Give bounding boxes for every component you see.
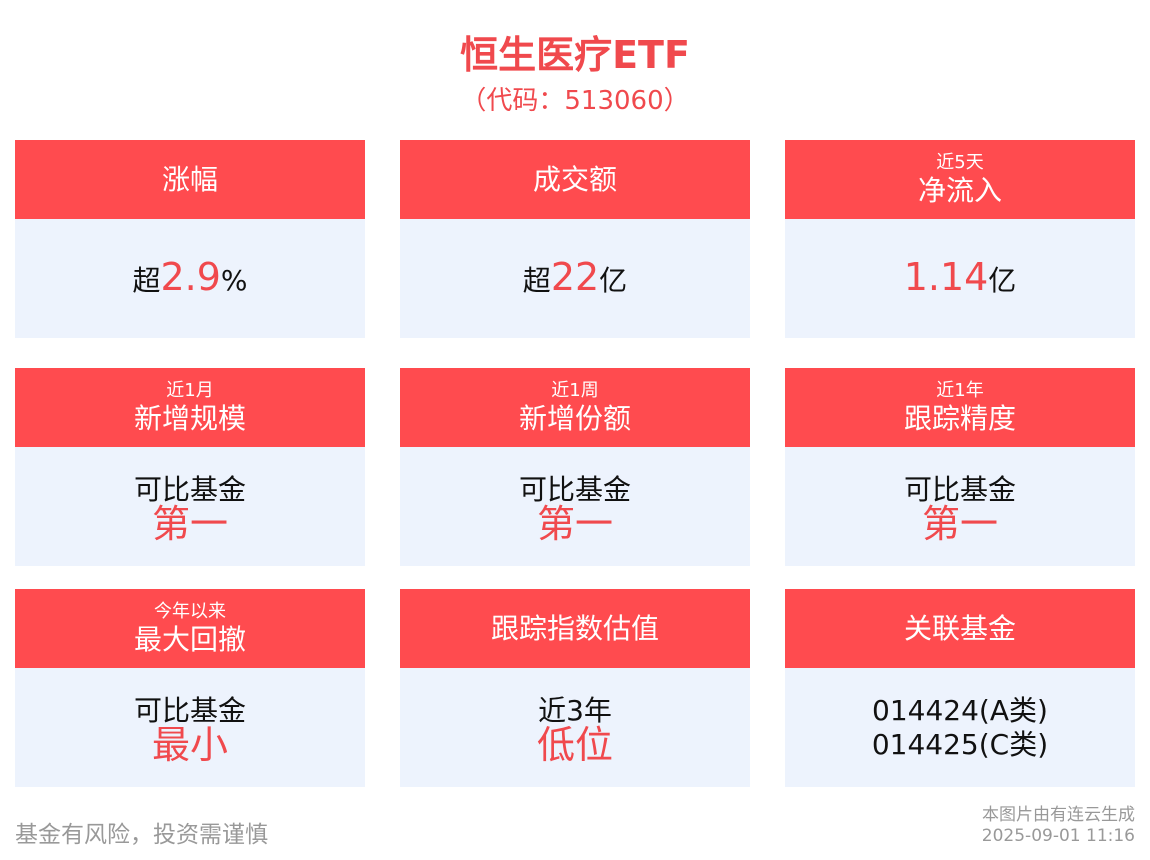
page-title: 恒生医疗ETF	[460, 33, 690, 77]
card-header: 成交额	[400, 140, 750, 219]
card-label: 成交额	[532, 162, 617, 196]
card-period: 近5天	[936, 151, 984, 173]
card-body: 014424(A类) 014425(C类)	[785, 668, 1135, 787]
value-number: 22	[550, 254, 600, 299]
card-body: 超22亿	[400, 219, 750, 338]
card-header: 近1周 新增份额	[400, 368, 750, 447]
metric-card: 近1月 新增规模 可比基金 第一	[15, 368, 365, 566]
timestamp: 2025-09-01 11:16	[981, 826, 1135, 846]
metric-card: 成交额超22亿	[400, 140, 750, 338]
value-line-1: 可比基金	[903, 472, 1016, 506]
value-prefix: 超	[132, 263, 161, 297]
value-unit: %	[220, 263, 248, 297]
card-label: 新增规模	[133, 401, 246, 435]
card-body: 近3年 低位	[400, 668, 750, 787]
value-line-2: 第一	[921, 501, 998, 546]
card-label: 跟踪精度	[903, 401, 1016, 435]
fund-code: （代码：513060）	[460, 86, 690, 116]
card-body: 1.14亿	[785, 219, 1135, 338]
card-body: 超2.9%	[15, 219, 365, 338]
card-header: 跟踪指数估值	[400, 589, 750, 668]
value-line-2: 最小	[151, 722, 228, 767]
metric-card: 近1年 跟踪精度 可比基金 第一	[785, 368, 1135, 566]
value-line-2: 第一	[536, 501, 613, 546]
card-header: 涨幅	[15, 140, 365, 219]
metric-card: 关联基金 014424(A类) 014425(C类)	[785, 589, 1135, 787]
card-label: 涨幅	[161, 162, 218, 196]
card-header: 关联基金	[785, 589, 1135, 668]
value-line-1: 近3年	[538, 693, 612, 727]
metric-card: 涨幅超2.9%	[15, 140, 365, 338]
card-label: 关联基金	[903, 611, 1016, 645]
value-line-1: 可比基金	[133, 472, 246, 506]
value-unit: 亿	[599, 263, 628, 297]
card-body: 可比基金 第一	[785, 447, 1135, 566]
value-prefix: 超	[522, 263, 551, 297]
card-label: 跟踪指数估值	[490, 611, 659, 645]
value-number: 1.14	[903, 254, 989, 299]
metric-card: 跟踪指数估值 近3年 低位	[400, 589, 750, 787]
value-unit: 亿	[988, 263, 1017, 297]
card-period: 近1月	[166, 379, 214, 401]
card-label: 净流入	[917, 173, 1002, 207]
value-line-1: 可比基金	[518, 472, 631, 506]
card-body: 可比基金 第一	[400, 447, 750, 566]
generator-note: 本图片由有连云生成	[982, 805, 1135, 825]
value-line-2: 第一	[151, 501, 228, 546]
card-period: 今年以来	[154, 600, 226, 622]
card-period: 近1年	[936, 379, 984, 401]
card-header: 近5天 净流入	[785, 140, 1135, 219]
value-line-2: 014425(C类)	[871, 727, 1049, 761]
value-line-2: 低位	[536, 722, 613, 767]
value-line-1: 可比基金	[133, 693, 246, 727]
card-header: 近1年 跟踪精度	[785, 368, 1135, 447]
card-label: 新增份额	[518, 401, 631, 435]
card-body: 可比基金 第一	[15, 447, 365, 566]
footer-info: 本图片由有连云生成 2025-09-01 11:16	[982, 805, 1135, 847]
card-period: 近1周	[551, 379, 599, 401]
metric-card: 近5天 净流入 1.14亿	[785, 140, 1135, 338]
card-header: 今年以来 最大回撤	[15, 589, 365, 668]
value-line-1: 014424(A类)	[872, 693, 1048, 727]
card-label: 最大回撤	[133, 622, 246, 656]
card-header: 近1月 新增规模	[15, 368, 365, 447]
metric-card: 近1周 新增份额 可比基金 第一	[400, 368, 750, 566]
card-body: 可比基金 最小	[15, 668, 365, 787]
value-number: 2.9	[160, 254, 221, 299]
risk-disclaimer: 基金有风险，投资需谨慎	[15, 822, 268, 848]
metric-card: 今年以来 最大回撤 可比基金 最小	[15, 589, 365, 787]
